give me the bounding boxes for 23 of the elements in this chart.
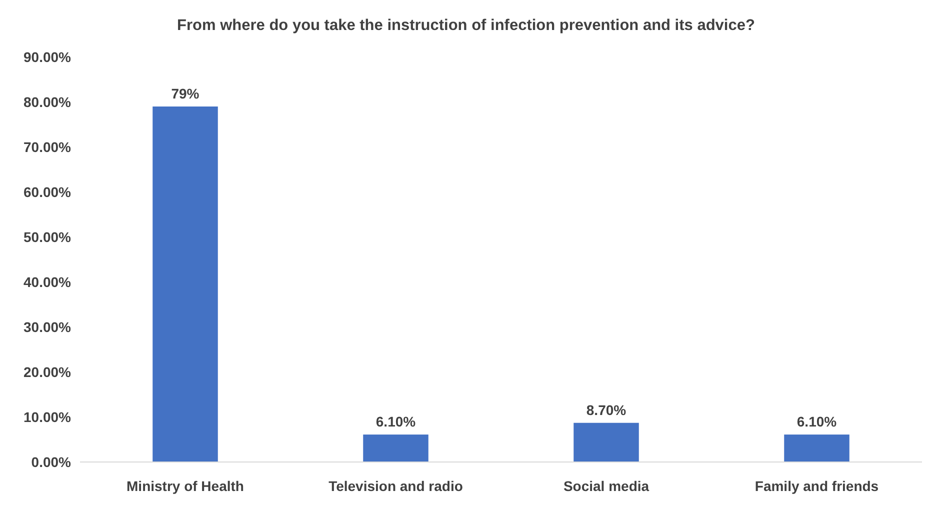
bar: [784, 434, 850, 462]
y-tick-label: 80.00%: [24, 94, 72, 110]
x-tick-label: Ministry of Health: [126, 478, 244, 494]
y-tick-label: 10.00%: [24, 408, 72, 425]
bar: [152, 106, 218, 462]
data-label: 8.70%: [586, 402, 627, 418]
y-tick-label: 30.00%: [24, 318, 72, 335]
data-label: 79%: [171, 86, 200, 102]
y-tick-label: 0.00%: [31, 454, 72, 470]
y-tick-label: 70.00%: [24, 138, 72, 155]
y-tick-label: 50.00%: [24, 228, 72, 245]
y-tick-label: 90.00%: [24, 48, 72, 65]
y-tick-label: 60.00%: [24, 184, 72, 200]
data-label: 6.10%: [376, 414, 416, 430]
bar: [363, 434, 428, 462]
bar: [574, 422, 639, 462]
x-tick-label: Television and radio: [328, 478, 463, 494]
y-tick-label: 40.00%: [24, 274, 72, 290]
y-tick-label: 20.00%: [24, 364, 72, 380]
x-tick-label: Family and friends: [754, 478, 879, 494]
chart-title: From where do you take the instruction of infection prevention and its advice?: [177, 17, 755, 34]
x-tick-label: Social media: [563, 478, 650, 494]
data-label: 6.10%: [796, 414, 838, 430]
